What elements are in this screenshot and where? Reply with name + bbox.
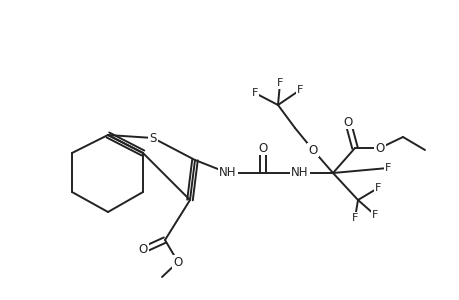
Text: O: O <box>173 256 182 268</box>
Text: F: F <box>351 213 358 223</box>
Text: O: O <box>375 142 384 154</box>
Text: NH: NH <box>219 167 236 179</box>
Text: F: F <box>371 210 377 220</box>
Text: O: O <box>138 244 147 256</box>
Text: F: F <box>384 163 390 173</box>
Text: O: O <box>308 143 317 157</box>
Text: F: F <box>296 85 302 95</box>
Text: F: F <box>276 78 283 88</box>
Text: O: O <box>258 142 267 154</box>
Text: F: F <box>374 183 381 193</box>
Text: O: O <box>342 116 352 128</box>
Text: S: S <box>149 131 157 145</box>
Text: F: F <box>251 88 257 98</box>
Text: NH: NH <box>291 167 308 179</box>
